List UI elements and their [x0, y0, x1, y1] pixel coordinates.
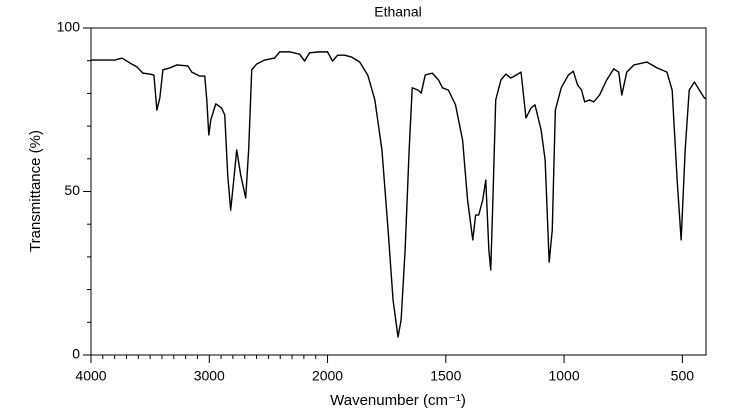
- x-axis-label: Wavenumber (cm⁻¹): [330, 392, 466, 409]
- x-tick-label: 3000: [194, 368, 225, 384]
- x-tick-label: 4000: [75, 368, 106, 384]
- chart-title: Ethanal: [374, 4, 421, 20]
- plot-frame: [90, 27, 707, 356]
- spectrum-line: [91, 51, 707, 338]
- x-tick-label: 1500: [430, 368, 461, 384]
- x-tick-label: 1000: [548, 368, 579, 384]
- y-tick-label: 100: [57, 19, 81, 35]
- y-axis-label: Transmittance (%): [27, 130, 44, 252]
- x-tick-label: 2000: [312, 368, 343, 384]
- y-tick-label: 50: [64, 182, 80, 198]
- x-tick-label: 500: [671, 368, 695, 384]
- y-tick-label: 0: [72, 346, 80, 362]
